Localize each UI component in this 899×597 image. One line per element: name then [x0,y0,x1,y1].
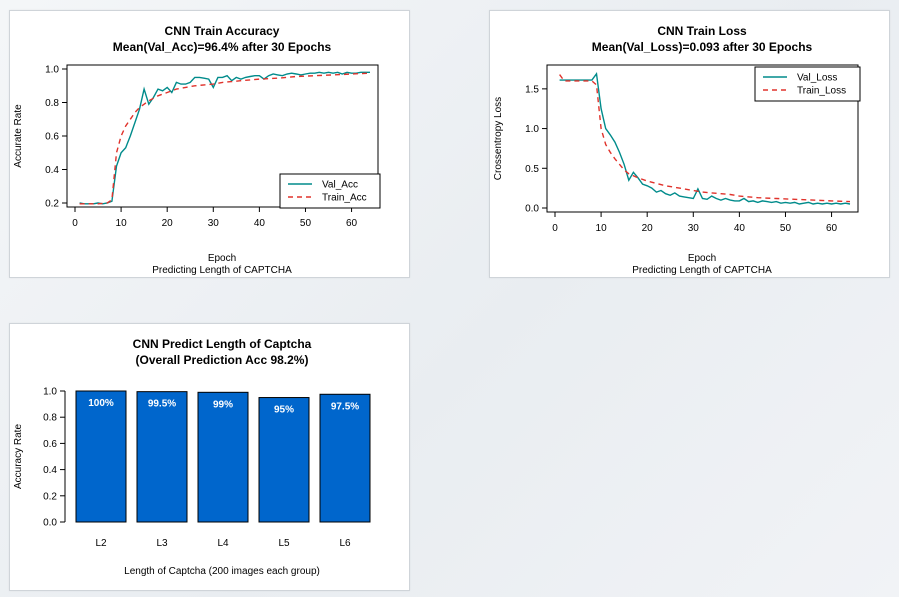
x-tick-label: 30 [208,218,220,229]
length-bar-chart-panel: CNN Predict Length of Captcha (Overall Pr… [9,323,410,591]
chart-title: CNN Predict Length of Captcha [133,337,312,351]
bar [319,393,371,523]
y-tick-label: 0.0 [43,518,57,529]
y-tick-label: 0.4 [43,465,57,476]
x-tick-label: 10 [116,218,128,229]
y-axis-label: Accurate Rate [13,104,24,168]
bar-data-label: 100% [88,398,114,409]
bar-data-label: 95% [274,405,294,416]
series-line-train-acc [79,72,371,205]
x-category-label: L3 [156,538,168,549]
bar-data-label: 99.5% [148,399,176,410]
bar-data-label: 99% [213,399,233,410]
bar [136,391,188,523]
y-tick-label: 0.8 [45,98,59,109]
x-axis-sublabel: Predicting Length of CAPTCHA [632,265,772,276]
length-bar-chart: CNN Predict Length of Captcha (Overall Pr… [13,337,371,577]
bar [75,390,127,523]
y-tick-label: 0.6 [43,439,57,450]
accuracy-chart: CNN Train Accuracy Mean(Val_Acc)=96.4% af… [13,24,381,276]
x-tick-label: 20 [162,218,174,229]
x-tick-label: 50 [780,223,792,234]
x-axis-sublabel: Predicting Length of CAPTCHA [152,265,292,276]
y-tick-label: 0.0 [525,204,539,215]
x-category-label: L6 [339,538,351,549]
x-tick-label: 10 [596,223,608,234]
x-tick-label: 0 [552,223,558,234]
chart-title: CNN Train Accuracy [165,24,280,38]
loss-chart: CNN Train Loss Mean(Val_Loss)=0.093 after… [493,24,861,276]
x-tick-label: 60 [346,218,358,229]
y-tick-label: 1.5 [525,84,539,95]
chart-subtitle: Mean(Val_Loss)=0.093 after 30 Epochs [592,40,813,54]
x-tick-label: 20 [642,223,654,234]
plot-frame [546,64,859,213]
legend-box [279,173,381,209]
x-category-label: L2 [95,538,107,549]
y-tick-label: 0.5 [525,164,539,175]
series-line-val-loss [559,71,851,205]
chart-subtitle: (Overall Prediction Acc 98.2%) [136,353,309,367]
bar [197,391,249,523]
accuracy-chart-panel: CNN Train Accuracy Mean(Val_Acc)=96.4% af… [9,10,410,278]
x-tick-label: 0 [72,218,78,229]
x-tick-label: 60 [826,223,838,234]
legend-label: Train_Loss [797,86,846,97]
series-line-train-loss [559,74,851,203]
y-tick-label: 0.2 [45,199,59,210]
x-category-label: L5 [278,538,290,549]
x-axis-label: Epoch [688,253,716,264]
y-tick-label: 0.6 [45,132,59,143]
y-tick-label: 1.0 [45,65,59,76]
legend-box [754,66,861,102]
bar-data-label: 97.5% [331,401,359,412]
bar [258,397,310,523]
legend-label: Train_Acc [322,193,367,204]
y-axis-label: Crossentropy Loss [493,97,504,180]
x-axis-label: Length of Captcha (200 images each group… [124,566,320,577]
chart-title: CNN Train Loss [657,24,747,38]
y-tick-label: 1.0 [43,387,57,398]
series-line-val-acc [79,71,370,205]
legend-label: Val_Loss [797,73,837,84]
x-category-label: L4 [217,538,229,549]
x-tick-label: 40 [734,223,746,234]
chart-subtitle: Mean(Val_Acc)=96.4% after 30 Epochs [113,40,332,54]
y-tick-label: 0.8 [43,413,57,424]
y-tick-label: 0.2 [43,491,57,502]
y-tick-label: 0.4 [45,165,59,176]
x-axis-label: Epoch [208,253,236,264]
y-tick-label: 1.0 [525,124,539,135]
y-axis-label: Accuracy Rate [13,424,24,489]
legend-label: Val_Acc [322,180,358,191]
x-tick-label: 40 [254,218,266,229]
loss-chart-panel: CNN Train Loss Mean(Val_Loss)=0.093 after… [489,10,890,278]
x-tick-label: 30 [688,223,700,234]
x-tick-label: 50 [300,218,312,229]
